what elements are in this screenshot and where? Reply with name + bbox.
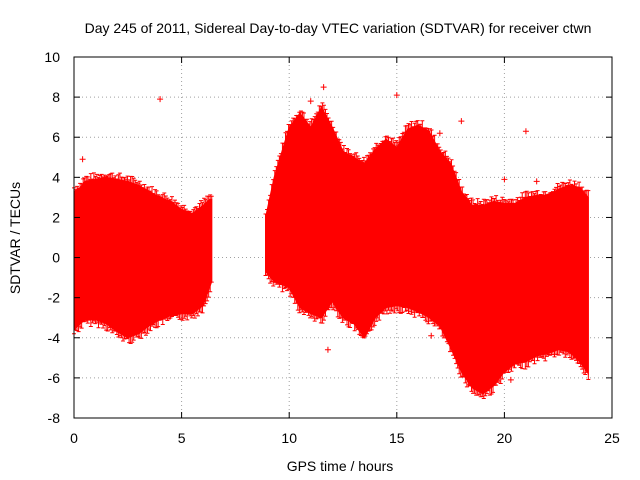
outlier-point	[533, 178, 540, 185]
outlier-point	[436, 130, 443, 137]
x-axis-title: GPS time / hours	[287, 458, 394, 474]
outlier-point	[462, 346, 469, 353]
y-tick-label: -4	[48, 330, 61, 346]
plot-frame	[73, 56, 613, 419]
x-tick-label: 25	[604, 430, 620, 446]
y-tick-label: 6	[52, 129, 60, 145]
x-tick-label: 10	[281, 430, 297, 446]
y-tick-label: -2	[48, 290, 61, 306]
segment-2-error-bars	[263, 102, 591, 399]
outlier-point	[458, 118, 465, 125]
y-tick-label: 8	[52, 89, 60, 105]
outlier-point	[157, 96, 164, 103]
data-series-sdtvar	[72, 84, 591, 399]
x-tick-label: 15	[389, 430, 405, 446]
outlier-point	[507, 376, 514, 383]
outlier-point	[307, 98, 314, 105]
outlier-point	[324, 346, 331, 353]
outlier-point	[522, 128, 529, 135]
y-tick-label: 4	[52, 169, 60, 185]
outlier-point	[393, 92, 400, 99]
outlier-point	[320, 84, 327, 91]
outlier-point	[79, 156, 86, 163]
x-tick-label: 5	[178, 430, 186, 446]
chart-title: Day 245 of 2011, Sidereal Day-to-day VTE…	[85, 20, 592, 36]
x-tick-label: 20	[497, 430, 513, 446]
y-axis-title: SDTVAR / TECUs	[7, 182, 23, 294]
axis-ticks	[73, 56, 613, 419]
y-tick-label: 2	[52, 209, 60, 225]
tick-labels: 0 5 10 15 20 25 -8 -6 -4 -2 0 2 4 6 8 10	[44, 49, 620, 446]
y-tick-label: 10	[44, 49, 60, 65]
y-tick-label: 0	[52, 250, 60, 266]
y-tick-label: -6	[48, 370, 61, 386]
outlier-point	[428, 332, 435, 339]
y-tick-label: -8	[48, 410, 61, 426]
outlier-point	[501, 176, 508, 183]
x-tick-label: 0	[70, 430, 78, 446]
